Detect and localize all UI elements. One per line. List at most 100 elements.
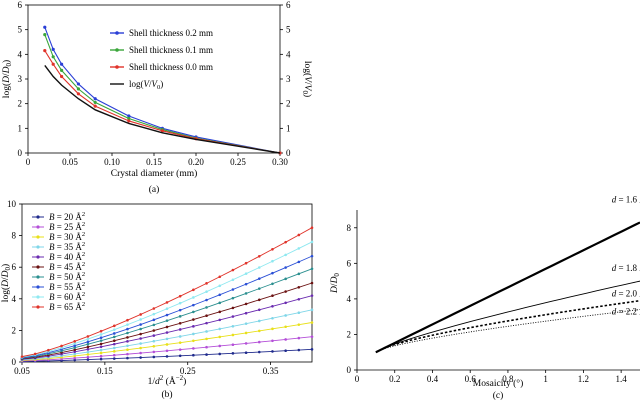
panel-b-data-point xyxy=(139,346,142,350)
panel-a-y-ticks-right: 0 1 2 3 4 5 6 xyxy=(280,0,291,158)
panel-b-data-point xyxy=(205,298,208,302)
panel-b-legend-marker xyxy=(36,255,40,259)
panel-b-data-point xyxy=(165,349,169,353)
panel-b-data-point xyxy=(152,307,156,310)
panel-b-legend-label: B = 25 Å2 xyxy=(49,221,85,232)
panel-b-data-point xyxy=(112,339,116,343)
panel-b-data-point xyxy=(310,240,314,244)
panel-a-data-point xyxy=(51,55,55,59)
panel-b-legend-label: B = 30 Å2 xyxy=(49,231,85,242)
panel-b-data-point xyxy=(152,355,156,359)
panel-b-data-point xyxy=(165,355,169,358)
panel-a-series-line xyxy=(44,65,281,154)
panel-b-data-point xyxy=(152,329,156,332)
panel-b-data-point xyxy=(178,321,182,325)
panel-c-y-tick-label: 0 xyxy=(347,365,352,375)
panel-c-series-line xyxy=(375,221,640,354)
panel-b-data-point xyxy=(310,321,314,324)
panel-b-data-point xyxy=(192,332,195,336)
panel-b-data-point xyxy=(297,323,301,326)
panel-b-data-point xyxy=(73,352,77,356)
panel-a-y-tick-label-right: 5 xyxy=(286,25,291,35)
panel-b-data-point xyxy=(244,302,248,306)
panel-c-y-label: D/D0 xyxy=(330,273,341,294)
panel-b-data-point xyxy=(257,308,261,312)
panel-b-y-tick-label: 4 xyxy=(12,294,17,304)
panel-b-data-point xyxy=(271,350,274,353)
panel-b-legend-marker xyxy=(36,275,40,279)
panel-b-data-point xyxy=(310,294,314,297)
panel-b-data-point xyxy=(126,336,129,339)
panel-b-data-point xyxy=(99,333,103,336)
panel-b-data-point xyxy=(271,316,274,320)
panel-a-y-tick-label-right: 0 xyxy=(286,148,291,158)
panel-b-data-point xyxy=(231,343,235,346)
panel-a-x-tick-label: 0.10 xyxy=(104,157,120,167)
panel-b-data-point xyxy=(192,339,195,343)
panel-b-data-point xyxy=(99,354,103,358)
panel-b-data-point xyxy=(165,313,169,317)
panel-b-data-point xyxy=(257,277,261,280)
panel-b-data-point xyxy=(231,315,235,318)
panel-b-data-point xyxy=(152,344,156,348)
panel-b-data-point xyxy=(99,348,103,352)
panel-b-legend: B = 20 Å2B = 25 Å2B = 30 Å2B = 35 Å2B = … xyxy=(32,211,85,312)
panel-c-series-line xyxy=(375,309,640,353)
panel-a-legend-marker xyxy=(115,65,119,69)
panel-a-data-point xyxy=(60,68,64,72)
panel-a-data-point xyxy=(93,97,97,101)
panel-c-x-label: Mosaicity (°) xyxy=(473,378,524,389)
panel-b-data-point xyxy=(33,352,37,356)
panel-b-y-label: log(D/D0) xyxy=(0,264,12,302)
panel-b-y-tick-label: 8 xyxy=(12,231,17,241)
panel-b-data-point xyxy=(139,313,142,316)
panel-b-data-point xyxy=(99,339,103,342)
panel-a-y-tick-label-right: 3 xyxy=(286,74,291,84)
panel-b-data-point xyxy=(205,353,208,356)
panel-b-data-point xyxy=(310,267,314,271)
panel-b-data-point xyxy=(297,233,301,237)
panel-b-data-point xyxy=(271,339,274,343)
panel-b-data-point xyxy=(165,337,169,341)
panel-b-data-point xyxy=(218,310,222,314)
panel-b-data-point xyxy=(86,345,90,349)
panel-b-data-point xyxy=(73,346,77,349)
panel-b-data-point xyxy=(297,348,301,352)
panel-c-x-tick-label: 1 xyxy=(543,374,548,384)
panel-b-data-point xyxy=(257,287,261,290)
panel-a-data-point xyxy=(76,82,80,86)
panel-b-data-point xyxy=(205,330,208,333)
panel-a-y-tick-label: 3 xyxy=(18,74,23,84)
panel-b-data-point xyxy=(139,342,142,345)
panel-a-legend-marker xyxy=(115,31,119,35)
panel-b-data-point xyxy=(310,308,314,312)
panel-b-data-point xyxy=(244,272,248,275)
panel-a-data-point xyxy=(93,104,97,108)
panel-b-data-point xyxy=(192,353,195,357)
panel-a-x-tick-label: 0.30 xyxy=(272,157,288,167)
panel-c-y-tick-label: 4 xyxy=(347,294,352,304)
panel-a-label: (a) xyxy=(149,184,160,195)
panel-b-data-point xyxy=(178,335,182,338)
panel-b-data-point xyxy=(126,331,129,335)
panel-b-data-point xyxy=(139,327,142,331)
panel-b-data-point xyxy=(310,281,314,285)
panel-b-data-point xyxy=(192,347,195,350)
panel-b-data-point xyxy=(73,342,77,345)
panel-b-data-point xyxy=(152,312,156,316)
panel-b-data-point xyxy=(257,298,261,302)
panel-b-data-point xyxy=(231,333,235,337)
panel-a-data-point xyxy=(51,62,55,66)
panel-c-series xyxy=(375,221,640,354)
panel-c-series-line xyxy=(375,280,640,353)
panel-b-data-point xyxy=(205,306,208,309)
panel-b-data-point xyxy=(310,348,314,351)
panel-b-data-point xyxy=(112,335,116,339)
panel-b-legend-label: B = 60 Å2 xyxy=(49,291,85,302)
panel-b-data-point xyxy=(139,356,142,359)
panel-b-data-point xyxy=(47,348,50,352)
panel-a-data-point xyxy=(76,87,80,91)
panel-b-data-point xyxy=(310,226,314,229)
panel-b-data-point xyxy=(73,354,77,358)
